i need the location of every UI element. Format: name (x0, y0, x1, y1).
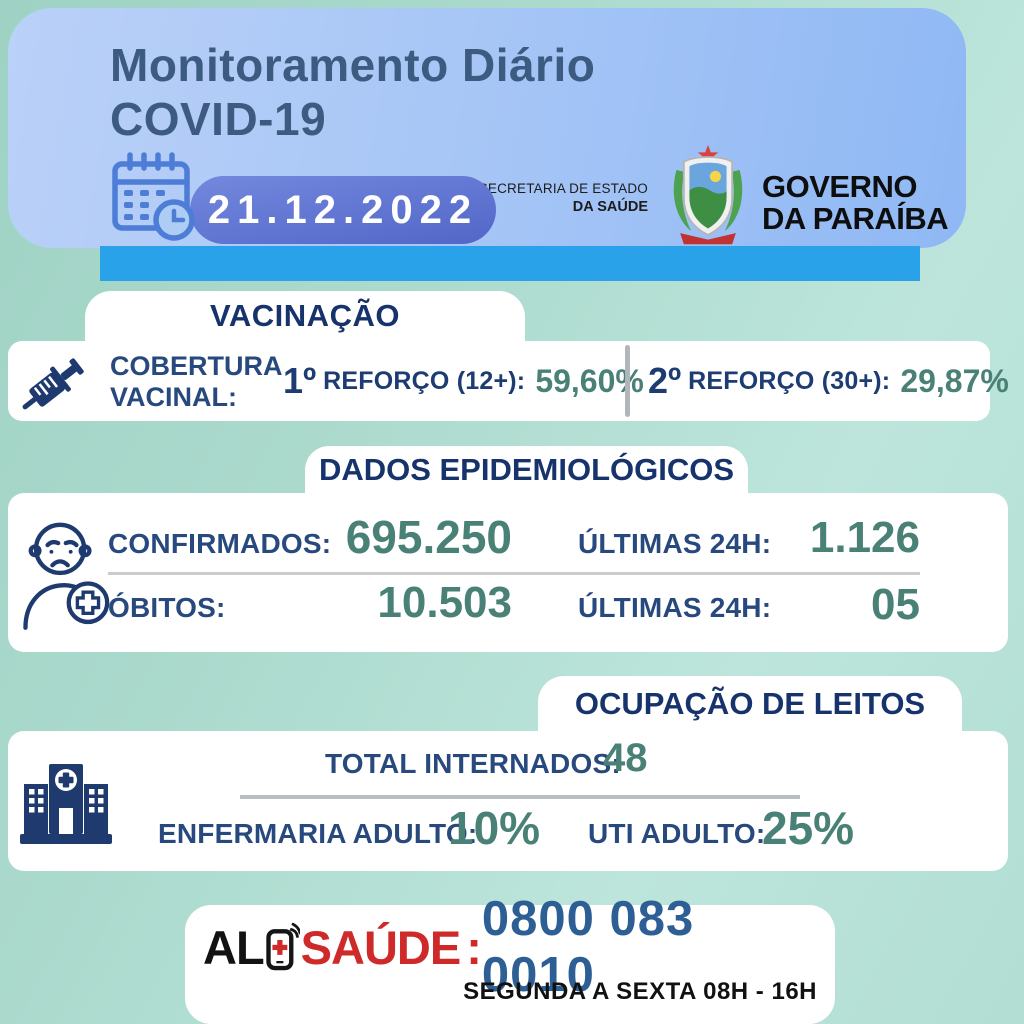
vaccination-divider (625, 345, 630, 417)
enfermaria-value: 10% (448, 802, 541, 854)
confirmados-label: CONFIRMADOS: (108, 528, 332, 559)
date-text: 21.12.2022 (207, 187, 479, 232)
cobertura-line1: COBERTURA (110, 351, 283, 381)
page-title-line2: COVID-19 (110, 93, 327, 146)
obitos-24h-value: 05 (871, 580, 920, 629)
paraiba-crest-logo (660, 144, 756, 248)
confirmados-value: 695.250 (345, 511, 512, 563)
patient-icon (12, 510, 112, 632)
section-title-vacinacao: VACINAÇÃO (85, 291, 525, 341)
cobertura-line2: VACINAL: (110, 382, 237, 413)
header-panel: Monitoramento Diário COVID-19 21.12.2022 (8, 8, 966, 248)
section-title-dados: DADOS EPIDEMIOLÓGICOS (305, 446, 748, 493)
secretaria-line2: DA SAÚDE (572, 199, 648, 215)
obitos-24h-label: ÚLTIMAS 24H: (578, 592, 772, 623)
leitos-panel (8, 731, 1008, 871)
governo-paraiba-logo: GOVERNO DA PARAÍBA (762, 169, 949, 236)
page-title-line1: Monitoramento Diário (110, 39, 596, 91)
total-internados-label: TOTAL INTERNADOS: (325, 748, 621, 779)
leitos-title-text: OCUPAÇÃO DE LEITOS (574, 685, 926, 721)
accent-bar (100, 246, 920, 281)
page-title: Monitoramento Diário COVID-19 (110, 38, 595, 147)
syringe-icon (14, 346, 92, 424)
hotline-colon: : (466, 920, 482, 974)
saude-text: SAÚDE (300, 920, 462, 974)
alo-prefix-text: AL (203, 920, 265, 974)
reforco2-label: REFORÇO (30+): (688, 366, 891, 395)
dados-title-text: DADOS EPIDEMIOLÓGICOS (318, 451, 735, 487)
hotline-schedule: SEGUNDA A SEXTA 08H - 16H (463, 978, 817, 1005)
hotline-number: 0800 083 0010 (481, 892, 695, 1002)
calendar-clock-icon (106, 150, 198, 246)
section-title-leitos: OCUPAÇÃO DE LEITOS (538, 676, 962, 731)
dados-divider (108, 572, 920, 575)
date-badge: 21.12.2022 (190, 176, 496, 244)
enfermaria-label: ENFERMARIA ADULTO: (158, 818, 478, 849)
reforco1-num: 1º (283, 360, 317, 401)
reforco2-stat: 2º REFORÇO (30+): 29,87% (648, 341, 1009, 421)
confirmados-24h-value: 1.126 (809, 513, 920, 562)
secretaria-line1: SECRETARIA DE ESTADO (478, 181, 648, 196)
vacinacao-panel (8, 341, 990, 421)
alo-saude-hotline: AL SAÚDE : 0800 083 0010 (203, 892, 819, 1002)
uti-value: 25% (762, 802, 855, 854)
uti-label: UTI ADULTO: (588, 818, 766, 849)
reforco1-stat: 1º REFORÇO (12+): 59,60% (283, 341, 644, 421)
reforco1-label: REFORÇO (12+): (323, 366, 526, 395)
governo-line1: GOVERNO (762, 169, 917, 204)
confirmados-24h-label: ÚLTIMAS 24H: (578, 528, 772, 559)
cobertura-vacinal-label: COBERTURA VACINAL: (110, 351, 283, 413)
leitos-divider (240, 795, 800, 799)
reforco2-value: 29,87% (900, 362, 1009, 399)
total-internados-value: 48 (603, 736, 648, 780)
hospital-icon (18, 758, 114, 846)
obitos-value: 10.503 (377, 578, 512, 627)
reforco2-num: 2º (648, 360, 682, 401)
phone-icon (265, 921, 302, 973)
obitos-label: ÓBITOS: (108, 592, 226, 623)
secretaria-label: SECRETARIA DE ESTADO DA SAÚDE (468, 181, 648, 215)
vacinacao-title-text: VACINAÇÃO (210, 298, 400, 333)
governo-line2: DA PARAÍBA (762, 200, 949, 236)
